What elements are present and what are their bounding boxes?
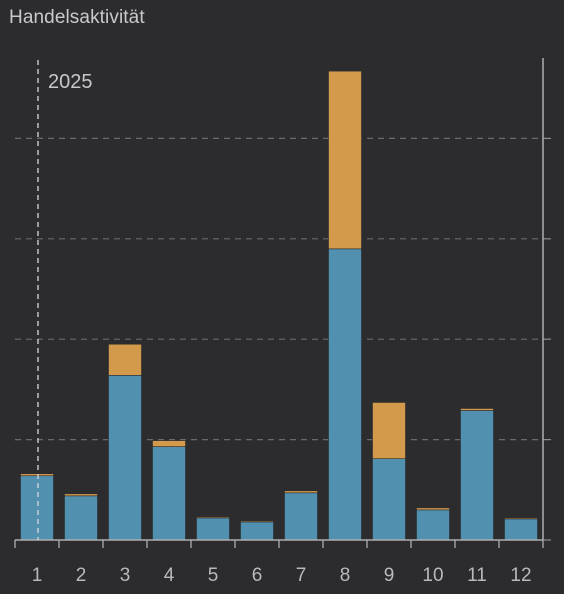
bar-5-s2: [196, 516, 230, 519]
bar-11-s2: [460, 408, 494, 411]
bar-10-s2: [416, 507, 450, 511]
x-tick-label: 7: [296, 565, 307, 586]
bar-6-s2: [240, 520, 274, 523]
annotations: 2025: [37, 60, 93, 540]
bar-7-s1: [284, 492, 318, 541]
bar-2-s2: [64, 493, 98, 497]
bar-2-s1: [64, 495, 98, 541]
bar-1-s1: [20, 475, 54, 541]
bar-4-s1: [152, 446, 186, 541]
x-tick-label: 6: [252, 565, 263, 586]
x-tick-label: 3: [120, 565, 131, 586]
bar-series: [20, 70, 538, 541]
bar-8-s1: [328, 248, 362, 541]
x-tick-label: 9: [384, 565, 395, 586]
bar-4-s2: [152, 440, 186, 447]
bar-8-s2: [328, 70, 362, 250]
bar-3-s2: [108, 343, 142, 376]
bar-5-s1: [196, 517, 230, 541]
x-tick-label: 4: [164, 565, 175, 586]
bar-6-s1: [240, 521, 274, 541]
x-tick-label: 12: [510, 565, 531, 586]
x-tick-label: 8: [340, 565, 351, 586]
bar-11-s1: [460, 410, 494, 541]
x-tick-label: 11: [467, 565, 487, 586]
bar-3-s1: [108, 375, 142, 541]
bar-7-s2: [284, 490, 318, 494]
year-marker-label: 2025: [48, 71, 93, 93]
x-tick-labels: 1 2 3 4 5 6 7 8 9 10 11 12: [32, 565, 532, 586]
x-tick-label: 1: [32, 565, 43, 586]
x-tick-label: 5: [208, 565, 219, 586]
bar-12-s2: [504, 517, 538, 520]
gridlines: [15, 137, 543, 441]
bar-12-s1: [504, 518, 538, 541]
axes: [14, 58, 551, 548]
bar-9-s2: [372, 402, 406, 459]
x-tick-label: 2: [76, 565, 87, 586]
bar-1-s2: [20, 473, 54, 477]
bar-9-s1: [372, 458, 406, 541]
bar-10-s1: [416, 509, 450, 541]
x-tick-label: 10: [422, 565, 443, 586]
chart-title: Handelsaktivität: [9, 7, 145, 28]
